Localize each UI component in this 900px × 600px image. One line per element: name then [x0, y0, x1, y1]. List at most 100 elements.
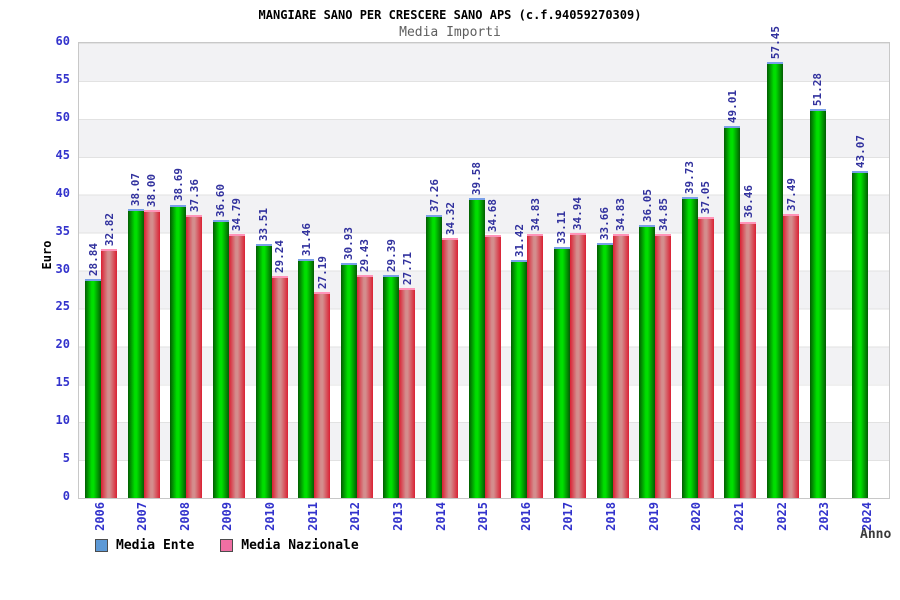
bar-media-ente-2023 — [809, 109, 826, 498]
value-label-media-ente-2020: 39.73 — [683, 160, 697, 194]
bar-media-ente-2011 — [298, 259, 315, 498]
bar-media-ente-2010 — [255, 243, 272, 498]
value-label-media-nazionale-2009: 34.79 — [230, 198, 244, 232]
bar-media-nazionale-2010 — [271, 276, 288, 498]
bar-media-ente-2013 — [383, 275, 400, 498]
value-label-media-ente-2021: 49.01 — [725, 90, 739, 124]
value-label-media-nazionale-2017: 34.94 — [571, 196, 585, 231]
bar-media-ente-2020 — [681, 196, 698, 498]
value-label-media-nazionale-2008: 37.36 — [187, 178, 201, 212]
bar-media-ente-2016 — [511, 259, 528, 498]
x-tick-2012: 2012 — [348, 502, 363, 531]
value-label-media-nazionale-2011: 27.19 — [315, 255, 329, 289]
y-tick-35: 35 — [55, 223, 70, 238]
value-label-media-nazionale-2012: 29.43 — [358, 238, 372, 272]
bar-media-nazionale-2018 — [612, 233, 629, 498]
bar-media-nazionale-2013 — [399, 287, 416, 498]
legend-label-media-nazionale: Media Nazionale — [241, 538, 359, 553]
value-label-media-ente-2019: 36.05 — [640, 188, 654, 222]
plot-area: 28.84 32.82 38.07 38.00 38.69 37.36 36.60 34.79… — [78, 26, 890, 499]
bar-media-nazionale-2014 — [442, 237, 459, 498]
x-tick-2008: 2008 — [177, 502, 192, 531]
value-label-media-ente-2009: 36.60 — [214, 184, 228, 218]
value-label-media-nazionale-2019: 34.85 — [656, 197, 670, 231]
bar-media-ente-2006 — [85, 279, 101, 498]
legend-item-media-nazionale: Media Nazionale — [220, 538, 359, 553]
value-label-media-ente-2017: 33.11 — [555, 210, 569, 244]
value-label-media-ente-2016: 31.42 — [512, 223, 526, 257]
value-label-media-ente-2022: 57.45 — [768, 26, 782, 60]
bar-media-ente-2008 — [170, 204, 187, 498]
y-tick-40: 40 — [55, 185, 70, 200]
bar-media-nazionale-2012 — [356, 274, 373, 498]
value-label-media-ente-2014: 37.26 — [427, 179, 441, 213]
value-label-media-ente-2007: 38.07 — [129, 173, 143, 207]
bar-media-ente-2018 — [596, 242, 613, 498]
x-tick-2007: 2007 — [135, 502, 150, 531]
value-label-media-ente-2013: 29.39 — [384, 239, 398, 273]
bar-media-nazionale-2015 — [484, 235, 501, 498]
value-label-media-nazionale-2015: 34.68 — [486, 198, 500, 233]
bar-media-ente-2022 — [767, 62, 784, 498]
page-title: MANGIARE SANO PER CRESCERE SANO APS (c.f… — [258, 8, 642, 22]
value-label-media-ente-2018: 33.66 — [598, 206, 612, 240]
x-tick-2015: 2015 — [476, 502, 491, 531]
x-tick-2011: 2011 — [305, 502, 320, 531]
bar-media-nazionale-2008 — [186, 214, 203, 498]
value-label-media-ente-2015: 39.58 — [470, 161, 484, 195]
value-label-media-ente-2024: 43.07 — [853, 135, 867, 169]
bar-media-nazionale-2009 — [228, 234, 245, 498]
y-tick-10: 10 — [55, 413, 70, 428]
legend-swatch-media-ente-icon — [95, 539, 108, 552]
bar-media-ente-2021 — [724, 126, 741, 498]
bar-media-nazionale-2006 — [101, 249, 117, 498]
x-axis-title: Anno — [860, 527, 892, 542]
legend-label-media-ente: Media Ente — [116, 538, 195, 553]
bar-media-ente-2017 — [553, 246, 570, 498]
value-label-media-nazionale-2007: 38.00 — [145, 173, 159, 207]
y-tick-50: 50 — [55, 109, 70, 124]
legend-swatch-media-nazionale-icon — [220, 539, 234, 552]
x-tick-2018: 2018 — [604, 502, 619, 531]
value-label-media-nazionale-2013: 27.71 — [400, 251, 414, 285]
value-label-media-nazionale-2016: 34.83 — [528, 197, 542, 231]
value-label-media-nazionale-2006: 32.82 — [102, 213, 116, 247]
x-tick-2009: 2009 — [220, 502, 235, 531]
bar-media-ente-2015 — [468, 197, 485, 498]
x-tick-2021: 2021 — [731, 502, 746, 531]
value-label-media-nazionale-2010: 29.24 — [273, 240, 287, 274]
y-tick-45: 45 — [55, 147, 70, 162]
x-tick-2019: 2019 — [646, 502, 661, 531]
value-label-media-nazionale-2014: 34.32 — [443, 201, 457, 235]
bar-media-ente-2007 — [127, 209, 144, 498]
bar-media-nazionale-2007 — [143, 209, 160, 498]
value-label-media-ente-2008: 38.69 — [171, 168, 185, 202]
value-label-media-ente-2012: 30.93 — [342, 227, 356, 261]
legend-item-media-ente: Media Ente — [95, 538, 194, 553]
legend: Media Ente Media Nazionale — [95, 538, 359, 553]
page-subtitle: Media Importi — [399, 25, 501, 40]
x-tick-2010: 2010 — [263, 502, 278, 531]
y-tick-0: 0 — [62, 489, 70, 503]
x-tick-2013: 2013 — [390, 502, 405, 531]
value-label-media-nazionale-2022: 37.49 — [784, 177, 798, 211]
y-tick-15: 15 — [55, 375, 70, 390]
bar-media-nazionale-2020 — [697, 217, 714, 498]
bar-media-ente-2014 — [426, 215, 443, 498]
x-tick-2023: 2023 — [817, 502, 832, 531]
y-tick-25: 25 — [55, 299, 70, 314]
x-tick-2014: 2014 — [433, 502, 448, 531]
y-tick-60: 60 — [55, 34, 70, 48]
value-label-media-ente-2011: 31.46 — [299, 223, 313, 257]
bar-media-nazionale-2021 — [740, 221, 757, 498]
value-label-media-ente-2023: 51.28 — [811, 73, 825, 107]
y-tick-55: 55 — [55, 71, 70, 86]
value-label-media-ente-2006: 28.84 — [86, 243, 100, 277]
x-tick-2006: 2006 — [92, 502, 107, 531]
bar-media-nazionale-2011 — [314, 291, 331, 498]
y-tick-20: 20 — [55, 337, 70, 352]
x-tick-2017: 2017 — [561, 502, 576, 531]
y-tick-5: 5 — [62, 451, 70, 466]
x-tick-2022: 2022 — [774, 502, 789, 531]
